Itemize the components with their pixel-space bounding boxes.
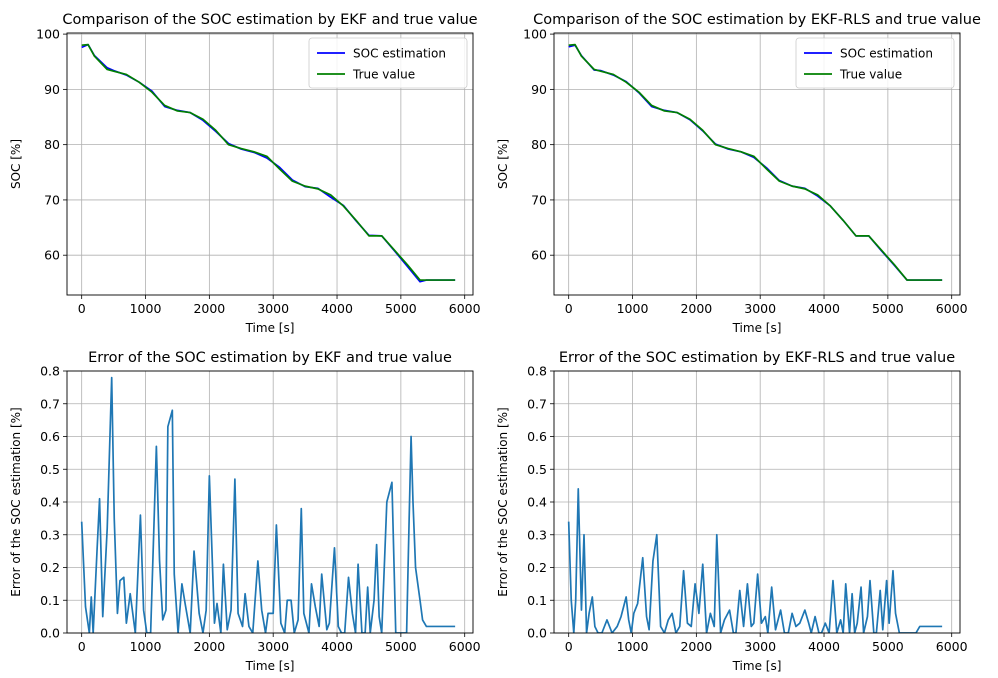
error-ekf-x-tick-label: 3000 xyxy=(257,639,289,654)
error-ekf-y-tick-label: 0.4 xyxy=(40,495,60,510)
error-ekf-rls-x-tick-label: 6000 xyxy=(936,639,968,654)
soc-ekf-rls-legend-label-true-value: True value xyxy=(839,68,902,82)
soc-ekf-rls-y-tick-label: 70 xyxy=(531,192,547,207)
error-ekf-x-tick-label: 1000 xyxy=(130,639,162,654)
error-ekf-x-axis-label: Time [s] xyxy=(245,659,295,673)
chart-soc-ekf: 0 1000 2000 3000 4000 5000 6000 60 70 80 90 100Comp… xyxy=(9,12,481,335)
soc-ekf-rls-x-tick-label: 6000 xyxy=(936,301,968,316)
soc-ekf-rls-y-axis-label: SOC [%] xyxy=(496,139,510,189)
error-ekf-rls-series-error xyxy=(567,488,943,633)
soc-ekf-rls-x-axis-label: Time [s] xyxy=(732,321,782,335)
chart-soc-ekf-rls: 0 1000 2000 3000 4000 5000 6000 60 70 80 90 100Comp… xyxy=(496,12,981,335)
soc-ekf-x-axis-label: Time [s] xyxy=(245,321,295,335)
chart-error-ekf-rls: 0 1000 2000 3000 4000 5000 6000 0.0 0.1 0.2 0.3 0.4… xyxy=(496,350,968,673)
soc-ekf-y-tick-label: 90 xyxy=(44,82,60,97)
error-ekf-x-tick-label: 2000 xyxy=(193,639,225,654)
error-ekf-rls-x-tick-label: 0 xyxy=(565,639,573,654)
soc-ekf-y-axis-label: SOC [%] xyxy=(9,139,23,189)
error-ekf-y-tick-label: 0.5 xyxy=(40,462,60,477)
soc-ekf-legend-label-soc-estimation: SOC estimation xyxy=(353,47,446,61)
error-ekf-rls-x-axis-label: Time [s] xyxy=(732,659,782,673)
error-ekf-rls-x-tick-label: 4000 xyxy=(808,639,840,654)
soc-ekf-y-tick-label: 60 xyxy=(44,248,60,263)
soc-ekf-rls-y-tick-label: 100 xyxy=(523,27,547,42)
soc-ekf-rls-legend-box xyxy=(795,37,955,89)
error-ekf-y-tick-label: 0.0 xyxy=(40,626,60,641)
soc-ekf-rls-x-tick-label: 5000 xyxy=(872,301,904,316)
soc-ekf-x-tick-label: 5000 xyxy=(385,301,417,316)
error-ekf-rls-y-tick-label: 0.8 xyxy=(527,364,547,379)
error-ekf-rls-x-tick-label: 2000 xyxy=(680,639,712,654)
error-ekf-x-tick-label: 4000 xyxy=(321,639,353,654)
soc-ekf-legend-box xyxy=(308,37,468,89)
error-ekf-rls-y-tick-label: 0.0 xyxy=(527,626,547,641)
error-ekf-rls-y-tick-label: 0.5 xyxy=(527,462,547,477)
soc-ekf-rls-x-tick-label: 3000 xyxy=(744,301,776,316)
error-ekf-rls-x-tick-label: 1000 xyxy=(617,639,649,654)
soc-ekf-y-tick-label: 70 xyxy=(44,192,60,207)
error-ekf-y-tick-label: 0.8 xyxy=(40,364,60,379)
soc-ekf-x-tick-label: 6000 xyxy=(449,301,481,316)
soc-ekf-x-tick-label: 2000 xyxy=(193,301,225,316)
error-ekf-x-tick-label: 6000 xyxy=(449,639,481,654)
error-ekf-y-tick-label: 0.6 xyxy=(40,429,60,444)
soc-ekf-rls-series-true-value xyxy=(568,43,943,281)
error-ekf-rls-y-tick-label: 0.1 xyxy=(527,593,547,608)
error-ekf-rls-y-tick-label: 0.7 xyxy=(527,396,547,411)
chart-error-ekf: 0 1000 2000 3000 4000 5000 6000 0.0 0.1 0.2 0.3 0.4… xyxy=(9,350,481,673)
soc-ekf-legend-label-true-value: True value xyxy=(352,68,415,82)
error-ekf-rls-y-tick-label: 0.4 xyxy=(527,495,547,510)
soc-ekf-rls-y-tick-label: 80 xyxy=(531,137,547,152)
soc-ekf-rls-legend-label-soc-estimation: SOC estimation xyxy=(840,47,933,61)
soc-ekf-rls-axes-frame xyxy=(553,32,961,296)
soc-ekf-rls-x-tick-label: 2000 xyxy=(680,301,712,316)
soc-ekf-title: Comparison of the SOC estimation by EKF … xyxy=(62,12,477,28)
error-ekf-x-tick-label: 0 xyxy=(78,639,86,654)
soc-ekf-rls-title: Comparison of the SOC estimation by EKF-… xyxy=(533,12,981,28)
error-ekf-y-tick-label: 0.7 xyxy=(40,396,60,411)
error-ekf-rls-x-tick-label: 3000 xyxy=(744,639,776,654)
soc-ekf-x-tick-label: 1000 xyxy=(130,301,162,316)
soc-ekf-rls-legend: SOC estimation True value xyxy=(795,37,955,89)
error-ekf-series-error xyxy=(80,376,456,633)
soc-ekf-legend: SOC estimation True value xyxy=(308,37,468,89)
soc-ekf-rls-x-tick-label: 0 xyxy=(565,301,573,316)
error-ekf-rls-y-axis-label: Error of the SOC estimation [%] xyxy=(496,407,510,597)
error-ekf-rls-y-tick-label: 0.6 xyxy=(527,429,547,444)
error-ekf-rls-y-tick-label: 0.3 xyxy=(527,527,547,542)
soc-ekf-axes-frame xyxy=(66,32,474,296)
soc-ekf-x-tick-label: 0 xyxy=(78,301,86,316)
soc-ekf-y-tick-label: 80 xyxy=(44,137,60,152)
soc-ekf-rls-x-tick-label: 4000 xyxy=(808,301,840,316)
error-ekf-rls-title: Error of the SOC estimation by EKF-RLS a… xyxy=(559,350,955,366)
error-ekf-rls-x-tick-label: 5000 xyxy=(872,639,904,654)
soc-ekf-rls-x-tick-label: 1000 xyxy=(617,301,649,316)
error-ekf-x-tick-label: 5000 xyxy=(385,639,417,654)
error-ekf-title: Error of the SOC estimation by EKF and t… xyxy=(88,350,452,366)
error-ekf-rls-y-tick-label: 0.2 xyxy=(527,560,547,575)
error-ekf-y-tick-label: 0.3 xyxy=(40,527,60,542)
soc-ekf-x-tick-label: 3000 xyxy=(257,301,289,316)
soc-ekf-rls-y-tick-label: 90 xyxy=(531,82,547,97)
error-ekf-y-axis-label: Error of the SOC estimation [%] xyxy=(9,407,23,597)
soc-ekf-y-tick-label: 100 xyxy=(36,27,60,42)
error-ekf-y-tick-label: 0.2 xyxy=(40,560,60,575)
soc-ekf-series-true-value xyxy=(81,43,456,281)
error-ekf-y-tick-label: 0.1 xyxy=(40,593,60,608)
soc-ekf-rls-y-tick-label: 60 xyxy=(531,248,547,263)
soc-ekf-x-tick-label: 4000 xyxy=(321,301,353,316)
